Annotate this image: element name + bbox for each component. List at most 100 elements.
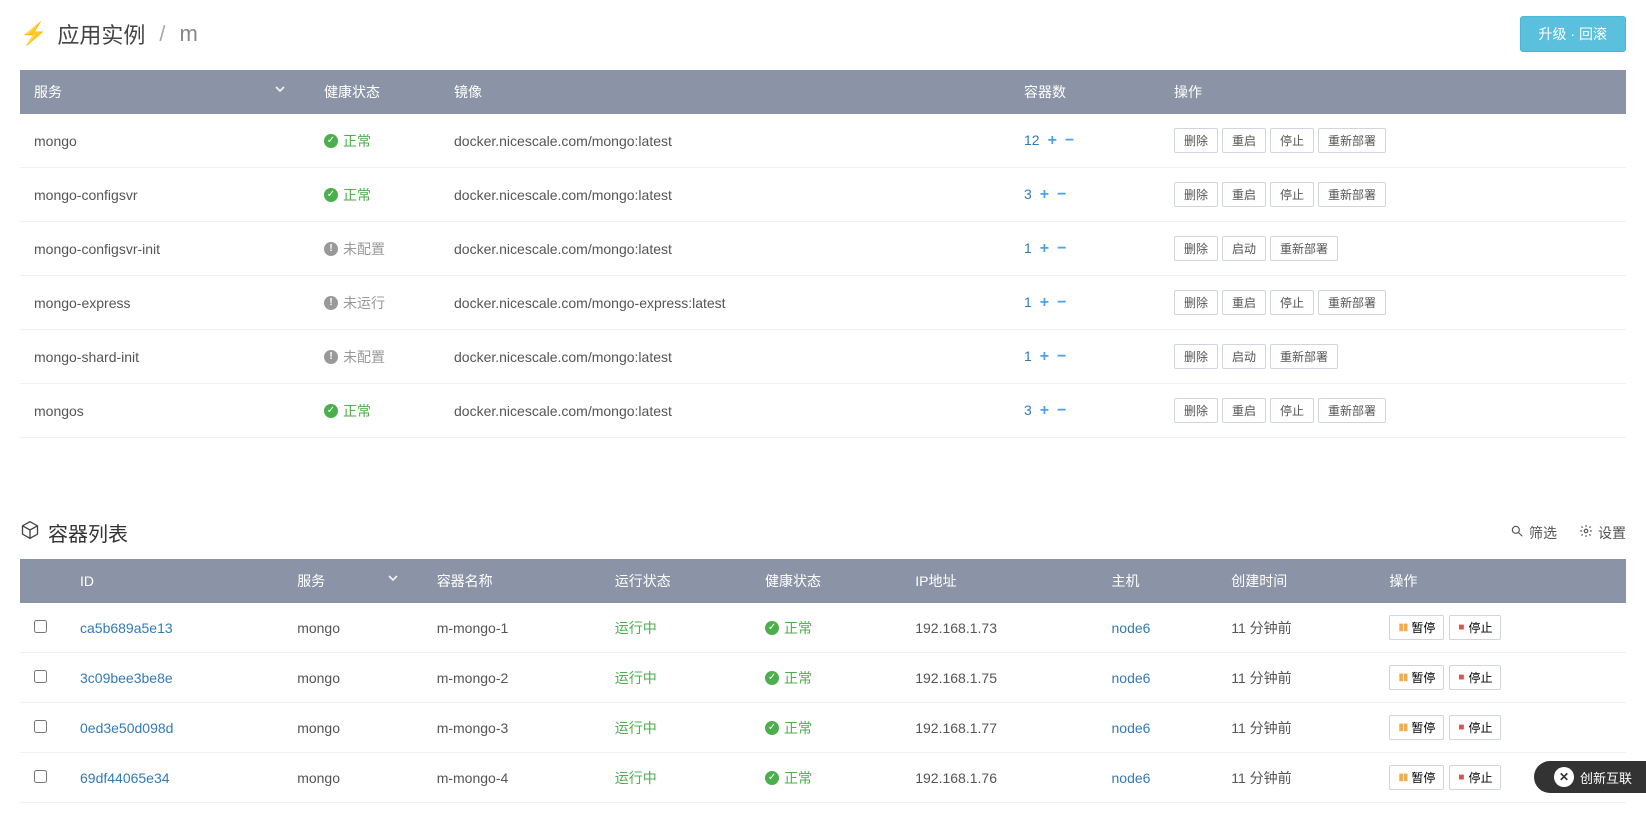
col-ct-name[interactable]: 容器名称	[423, 559, 601, 603]
delete-button[interactable]: 删除	[1174, 398, 1218, 423]
stop-button[interactable]: 停止	[1270, 128, 1314, 153]
decrement-button[interactable]: −	[1057, 348, 1066, 365]
redeploy-button[interactable]: 重新部署	[1270, 344, 1338, 369]
col-id[interactable]: ID	[66, 559, 283, 603]
service-name[interactable]: mongo-configsvr	[20, 168, 310, 222]
check-circle-icon: ✓	[765, 621, 779, 635]
decrement-button[interactable]: −	[1065, 132, 1074, 149]
container-count: 12+−	[1010, 114, 1160, 168]
row-checkbox[interactable]	[34, 670, 47, 683]
restart-button[interactable]: 重启	[1222, 290, 1266, 315]
restart-button[interactable]: 重启	[1222, 398, 1266, 423]
service-name[interactable]: mongo-express	[20, 276, 310, 330]
col-health[interactable]: 健康状态	[310, 70, 440, 114]
service-actions: 删除重启停止重新部署	[1160, 114, 1626, 168]
restart-button[interactable]: 重启	[1222, 128, 1266, 153]
service-health: ✓正常	[310, 114, 440, 168]
delete-button[interactable]: 删除	[1174, 128, 1218, 153]
col-host[interactable]: 主机	[1098, 559, 1218, 603]
increment-button[interactable]: +	[1040, 402, 1049, 419]
container-host[interactable]: node6	[1098, 703, 1218, 753]
badge-text: 创新互联	[1580, 768, 1632, 787]
delete-button[interactable]: 删除	[1174, 236, 1218, 261]
restart-button[interactable]: 重启	[1222, 182, 1266, 207]
service-image: docker.nicescale.com/mongo:latest	[440, 222, 1010, 276]
container-run-state: 运行中	[601, 653, 751, 703]
check-circle-icon: ✓	[765, 671, 779, 685]
pause-button[interactable]: ▮▮暂停	[1389, 665, 1444, 690]
delete-button[interactable]: 删除	[1174, 182, 1218, 207]
pause-label: 暂停	[1411, 619, 1435, 636]
containers-tools: 筛选 设置	[1510, 523, 1626, 543]
col-ct-health[interactable]: 健康状态	[751, 559, 901, 603]
col-created[interactable]: 创建时间	[1217, 559, 1375, 603]
stop-button[interactable]: ■停止	[1449, 715, 1501, 740]
start-button[interactable]: 启动	[1222, 236, 1266, 261]
redeploy-button[interactable]: 重新部署	[1318, 182, 1386, 207]
table-row: mongo✓正常docker.nicescale.com/mongo:lates…	[20, 114, 1626, 168]
stop-button[interactable]: 停止	[1270, 398, 1314, 423]
col-ct-service[interactable]: 服务	[283, 559, 423, 603]
status-text: 正常	[343, 131, 371, 151]
container-host[interactable]: node6	[1098, 603, 1218, 653]
pause-button[interactable]: ▮▮暂停	[1389, 715, 1444, 740]
increment-button[interactable]: +	[1048, 132, 1057, 149]
pause-button[interactable]: ▮▮暂停	[1389, 615, 1444, 640]
redeploy-button[interactable]: 重新部署	[1318, 398, 1386, 423]
service-name[interactable]: mongo	[20, 114, 310, 168]
increment-button[interactable]: +	[1040, 186, 1049, 203]
decrement-button[interactable]: −	[1057, 402, 1066, 419]
pause-button[interactable]: ▮▮暂停	[1389, 765, 1444, 790]
increment-button[interactable]: +	[1040, 240, 1049, 257]
stop-label: 停止	[1468, 669, 1492, 686]
chevron-down-icon[interactable]	[274, 82, 286, 98]
filter-button[interactable]: 筛选	[1510, 523, 1557, 543]
start-button[interactable]: 启动	[1222, 344, 1266, 369]
count-value: 1	[1024, 348, 1032, 364]
stop-button[interactable]: ■停止	[1449, 615, 1501, 640]
col-containers[interactable]: 容器数	[1010, 70, 1160, 114]
service-name[interactable]: mongo-configsvr-init	[20, 222, 310, 276]
count-value: 3	[1024, 186, 1032, 202]
container-created: 11 分钟前	[1217, 753, 1375, 803]
decrement-button[interactable]: −	[1057, 240, 1066, 257]
container-id[interactable]: 0ed3e50d098d	[66, 703, 283, 753]
corner-badge[interactable]: ✕ 创新互联	[1534, 761, 1646, 793]
stop-button[interactable]: ■停止	[1449, 765, 1501, 790]
col-run-state[interactable]: 运行状态	[601, 559, 751, 603]
service-name[interactable]: mongo-shard-init	[20, 330, 310, 384]
upgrade-rollback-button[interactable]: 升级 · 回滚	[1520, 16, 1626, 52]
row-checkbox[interactable]	[34, 720, 47, 733]
redeploy-button[interactable]: 重新部署	[1318, 290, 1386, 315]
container-id[interactable]: ca5b689a5e13	[66, 603, 283, 653]
service-health: !未配置	[310, 222, 440, 276]
row-checkbox[interactable]	[34, 620, 47, 633]
increment-button[interactable]: +	[1040, 348, 1049, 365]
container-host[interactable]: node6	[1098, 753, 1218, 803]
delete-button[interactable]: 删除	[1174, 344, 1218, 369]
stop-button[interactable]: 停止	[1270, 182, 1314, 207]
col-ip[interactable]: IP地址	[901, 559, 1097, 603]
settings-button[interactable]: 设置	[1579, 523, 1626, 543]
stop-button[interactable]: ■停止	[1449, 665, 1501, 690]
chevron-down-icon[interactable]	[387, 571, 399, 587]
breadcrumb-root[interactable]: 应用实例	[57, 18, 145, 50]
increment-button[interactable]: +	[1040, 294, 1049, 311]
col-checkbox	[20, 559, 66, 603]
container-id[interactable]: 69df44065e34	[66, 753, 283, 803]
delete-button[interactable]: 删除	[1174, 290, 1218, 315]
decrement-button[interactable]: −	[1057, 294, 1066, 311]
container-host[interactable]: node6	[1098, 653, 1218, 703]
redeploy-button[interactable]: 重新部署	[1270, 236, 1338, 261]
stop-label: 停止	[1468, 769, 1492, 786]
col-service[interactable]: 服务	[20, 70, 310, 114]
status-text: 正常	[784, 718, 812, 738]
row-checkbox[interactable]	[34, 770, 47, 783]
col-image[interactable]: 镜像	[440, 70, 1010, 114]
container-id[interactable]: 3c09bee3be8e	[66, 653, 283, 703]
decrement-button[interactable]: −	[1057, 186, 1066, 203]
redeploy-button[interactable]: 重新部署	[1318, 128, 1386, 153]
container-count: 3 +−	[1010, 168, 1160, 222]
service-name[interactable]: mongos	[20, 384, 310, 438]
stop-button[interactable]: 停止	[1270, 290, 1314, 315]
